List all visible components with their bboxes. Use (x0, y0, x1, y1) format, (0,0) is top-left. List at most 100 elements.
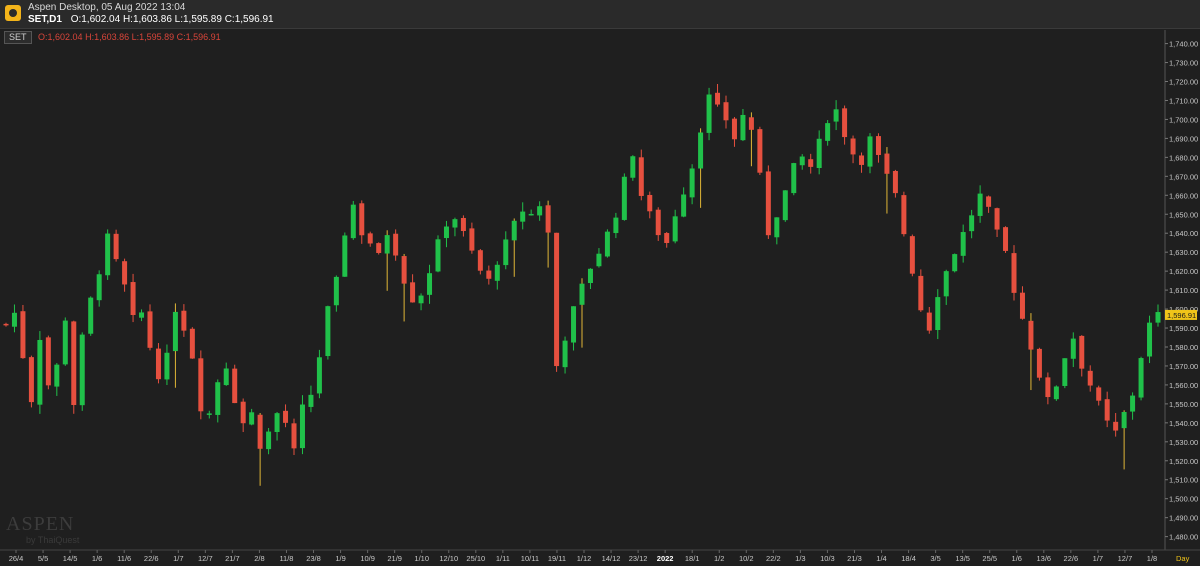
x-tick-label: 18/1 (685, 554, 700, 563)
legend-symbol-button[interactable]: SET (4, 31, 32, 44)
candle-body (867, 136, 873, 167)
candle-body (689, 168, 695, 198)
x-tick-label: 1/11 (496, 554, 510, 563)
x-tick-label: 3/5 (930, 554, 940, 563)
y-tick-label: 1,600.00 (1169, 305, 1198, 314)
candle-body (757, 129, 763, 173)
candle-body (189, 328, 195, 359)
candle-body (850, 138, 856, 155)
x-tick-label: 21/9 (387, 554, 402, 563)
candle-body (748, 117, 754, 130)
candle-body (1062, 358, 1068, 386)
candle-body (698, 132, 704, 169)
candle-body (799, 156, 805, 166)
candle-body (223, 368, 229, 386)
candle-body (1011, 253, 1017, 293)
candle-body (1053, 386, 1059, 400)
x-tick-label: 19/11 (548, 554, 566, 563)
y-tick-label: 1,520.00 (1169, 457, 1198, 466)
candle-body (926, 312, 932, 331)
candle-body (520, 211, 526, 222)
x-tick-label: 5/5 (38, 554, 48, 563)
x-tick-label: 1/4 (876, 554, 886, 563)
x-tick-label: 10/11 (521, 554, 539, 563)
candle-body (1028, 320, 1034, 350)
y-tick-label: 1,480.00 (1169, 533, 1198, 542)
x-tick-label: 25/10 (466, 554, 485, 563)
candle-body (28, 357, 34, 403)
candle-body (545, 205, 551, 233)
candle-body (410, 282, 416, 303)
candle-body (88, 297, 94, 334)
y-tick-label: 1,510.00 (1169, 476, 1198, 485)
y-tick-label: 1,680.00 (1169, 153, 1198, 162)
y-tick-label: 1,650.00 (1169, 210, 1198, 219)
x-tick-label: 13/6 (1037, 554, 1052, 563)
candle-body (943, 271, 949, 297)
candle-body (71, 321, 77, 406)
candle-body (206, 413, 212, 415)
y-tick-label: 1,570.00 (1169, 362, 1198, 371)
candle-body (1121, 412, 1127, 429)
x-tick-label: 26/4 (9, 554, 24, 563)
y-tick-label: 1,560.00 (1169, 381, 1198, 390)
candle-body (367, 233, 373, 244)
candle-body (325, 306, 331, 357)
candle-body (511, 220, 517, 241)
candle-body (503, 239, 509, 266)
y-tick-label: 1,490.00 (1169, 514, 1198, 523)
candle-body (249, 412, 255, 425)
candle-body (266, 431, 272, 450)
watermark-sub: by ThaiQuest (26, 535, 80, 545)
last-price-tag (1165, 309, 1197, 320)
candle-body (842, 108, 848, 138)
candle-body (664, 233, 670, 243)
candle-body (935, 297, 941, 331)
candle-body (435, 239, 441, 272)
x-tick-label: 21/7 (225, 554, 240, 563)
chart-legend: SET O:1,602.04 H:1,603.86 L:1,595.89 C:1… (4, 31, 221, 44)
candle-body (443, 226, 449, 239)
x-tick-label: 1/9 (335, 554, 345, 563)
candle-body (952, 254, 958, 272)
x-tick-label: 1/6 (92, 554, 102, 563)
candle-body (630, 156, 636, 178)
candle-body (715, 92, 721, 105)
candle-body (596, 253, 602, 267)
candle-body (164, 352, 170, 380)
y-tick-label: 1,620.00 (1169, 267, 1198, 276)
candle-body (960, 232, 966, 256)
x-tick-label: 13/5 (955, 554, 970, 563)
y-tick-label: 1,730.00 (1169, 59, 1198, 68)
x-tick-label: 25/5 (982, 554, 997, 563)
candle-body (672, 216, 678, 242)
candle-body (3, 323, 9, 326)
x-tick-label: 23/8 (306, 554, 321, 563)
x-tick-label: 22/6 (1064, 554, 1079, 563)
x-tick-label: 12/10 (439, 554, 458, 563)
watermark-brand: ASPEN (6, 513, 75, 535)
candle-body (283, 410, 289, 423)
candle-body (994, 208, 1000, 230)
candle-body (1104, 399, 1110, 421)
x-tick-label: 12/7 (1118, 554, 1133, 563)
candle-body (986, 196, 992, 207)
candle-body (977, 193, 983, 216)
candle-body (892, 170, 898, 194)
candle-body (105, 233, 111, 276)
candle-body (1138, 358, 1144, 398)
candle-body (655, 209, 661, 236)
y-tick-label: 1,530.00 (1169, 438, 1198, 447)
candle-body (342, 235, 348, 277)
x-tick-label: 1/2 (714, 554, 724, 563)
y-tick-label: 1,540.00 (1169, 419, 1198, 428)
candle-body (562, 340, 568, 368)
y-tick-label: 1,550.00 (1169, 400, 1198, 409)
candle-body (587, 268, 593, 284)
symbol-info: SET,D1 O:1,602.04 H:1,603.86 L:1,595.89 … (28, 14, 274, 25)
candle-body (257, 414, 263, 449)
candle-body (299, 404, 305, 449)
x-tick-label: 11/6 (117, 554, 131, 563)
x-tick-label: 1/7 (1093, 554, 1103, 563)
